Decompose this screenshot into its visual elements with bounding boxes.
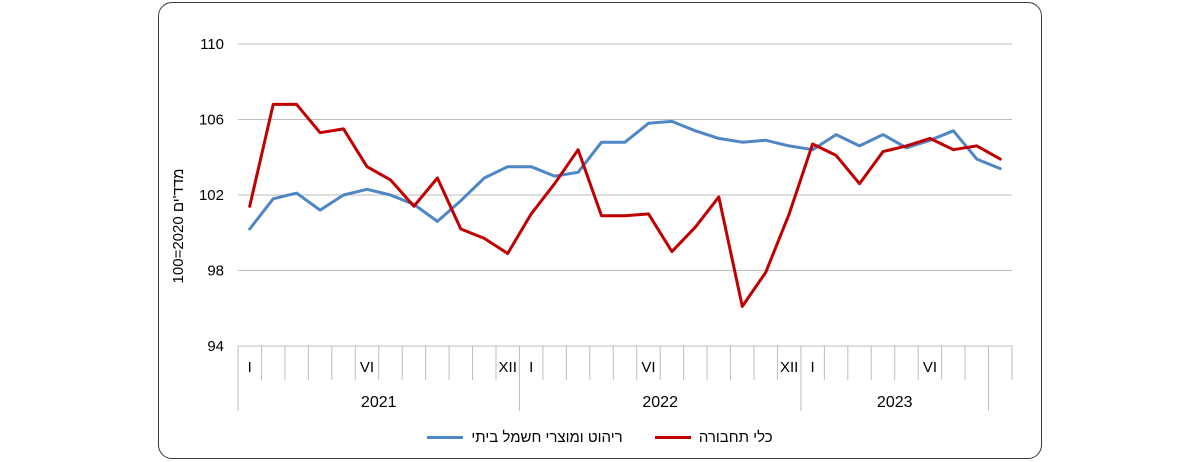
- gridlines: [238, 43, 1012, 347]
- legend-item-vehicles: כלי תחבורה: [654, 429, 773, 446]
- legend-swatch-vehicles: [654, 436, 691, 439]
- month-label: VI: [641, 359, 655, 376]
- y-tick-label: 98: [207, 263, 224, 280]
- y-axis: 94 98 102 106 110: [199, 36, 224, 355]
- legend-label-furniture: ריהוט ומוצרי חשמל ביתי: [471, 429, 623, 446]
- legend-label-vehicles: כלי תחבורה: [698, 429, 773, 446]
- month-label: VI: [360, 359, 374, 376]
- month-label: XII: [780, 359, 798, 376]
- legend-swatch-furniture: [427, 436, 464, 439]
- y-tick-label: 94: [207, 338, 224, 355]
- series-lines: [248, 102, 1002, 308]
- year-label: 2023: [877, 394, 913, 411]
- legend-item-furniture: ריהוט ומוצרי חשמל ביתי: [427, 429, 623, 446]
- year-label: 2022: [642, 394, 678, 411]
- year-label: 2021: [361, 394, 397, 411]
- month-label: XII: [499, 359, 517, 376]
- month-label: I: [529, 359, 533, 376]
- series-line-vehicles: [248, 102, 1002, 308]
- month-label: I: [811, 359, 815, 376]
- month-label: VI: [923, 359, 937, 376]
- chart-frame: [158, 2, 1042, 459]
- y-tick-label: 102: [199, 187, 224, 204]
- y-axis-label: מדד'ים 2020=100: [170, 169, 187, 284]
- month-label: I: [248, 359, 252, 376]
- y-tick-label: 110: [200, 36, 224, 53]
- x-axis: 2021 2022 2023 I VI XII I VI XII I VI: [237, 346, 1013, 411]
- legend: כלי תחבורה ריהוט ומוצרי חשמל ביתי: [0, 426, 1200, 446]
- series-line-furniture: [248, 119, 1002, 231]
- y-tick-label: 106: [199, 112, 224, 129]
